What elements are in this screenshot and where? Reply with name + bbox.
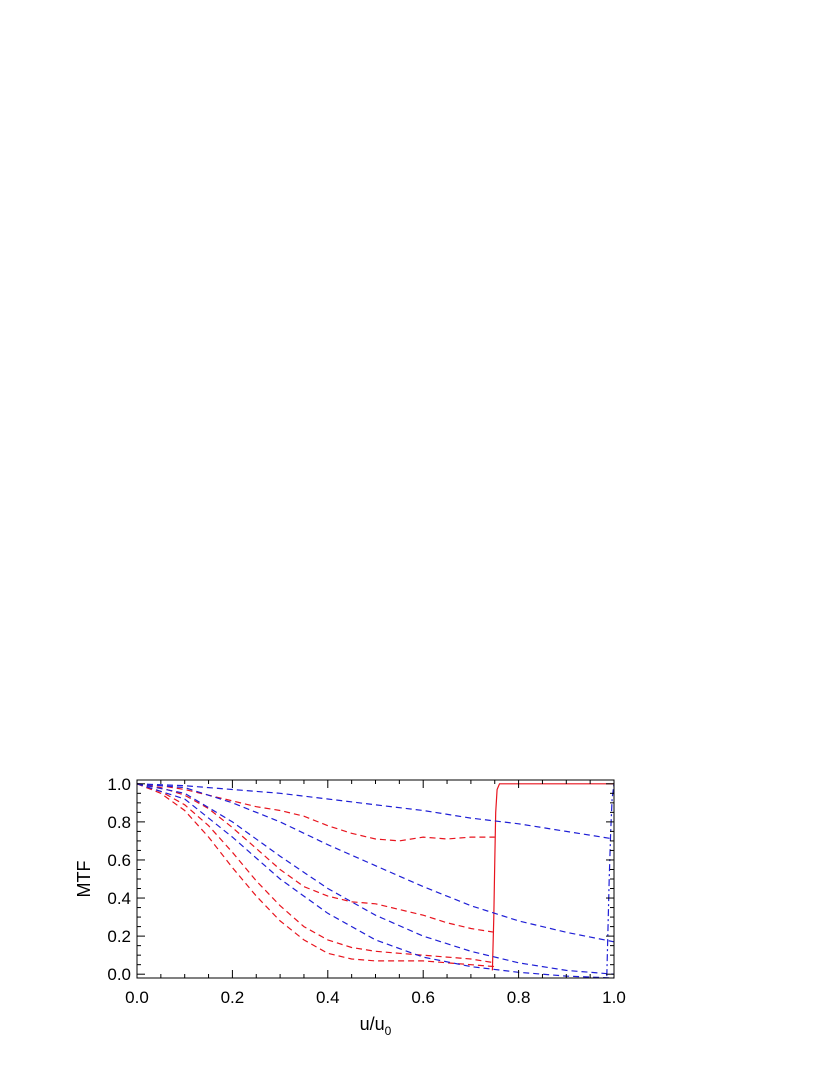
series-layer	[136, 783, 615, 979]
series-line-4	[136, 783, 495, 842]
x-axis-label: u/u0	[360, 1014, 392, 1038]
x-axis-label-subscript: 0	[385, 1024, 392, 1038]
series-line-9	[136, 783, 615, 979]
y-tick-label: 0.0	[107, 965, 131, 984]
series-line-6	[136, 783, 615, 840]
ticks-layer	[136, 780, 615, 978]
y-tick-label: 0.8	[107, 813, 131, 832]
series-line-2	[136, 783, 495, 964]
x-tick-label: 0.4	[316, 988, 340, 1007]
y-axis-label: MTF	[74, 861, 94, 898]
x-tick-label: 1.0	[602, 988, 626, 1007]
series-line-10	[606, 783, 615, 977]
plot-frame	[136, 779, 615, 979]
series-line-1	[136, 783, 495, 968]
x-tick-label: 0.8	[507, 988, 531, 1007]
labels-layer: 0.0 0.2 0.4 0.6 0.8 1.0 0.0 0.2 0.4 0.6 0.8 1.0	[107, 775, 625, 1007]
y-tick-label: 0.2	[107, 927, 131, 946]
series-line-5	[491, 783, 614, 971]
series-line-3	[136, 783, 495, 933]
y-tick-label: 0.6	[107, 851, 131, 870]
x-axis-label-main: u/u	[360, 1014, 385, 1034]
series-line-7	[136, 783, 615, 943]
series-line-8	[136, 783, 615, 975]
y-tick-label: 1.0	[107, 775, 131, 794]
x-tick-label: 0.0	[125, 988, 149, 1007]
x-tick-label: 0.6	[411, 988, 435, 1007]
y-tick-label: 0.4	[107, 889, 131, 908]
x-tick-label: 0.2	[221, 988, 245, 1007]
